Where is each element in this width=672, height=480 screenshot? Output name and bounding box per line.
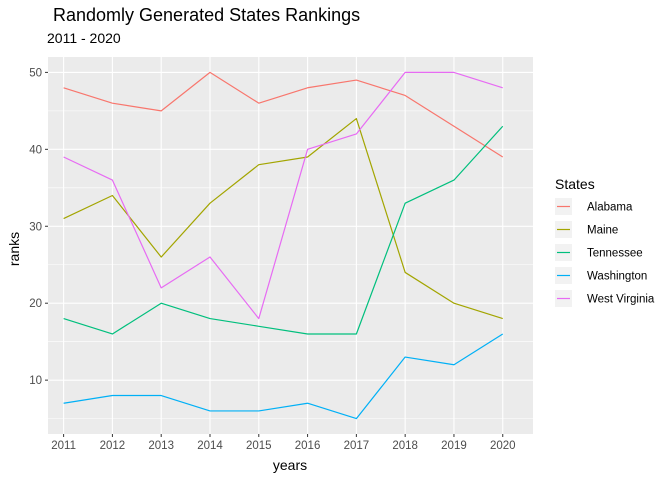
y-tick-label: 20 xyxy=(29,298,42,310)
series-line-tennessee xyxy=(63,125,504,335)
x-tick-label: 2014 xyxy=(197,440,223,452)
x-tick-label: 2020 xyxy=(490,440,516,452)
legend-label: West Virginia xyxy=(587,294,655,306)
y-tick-label: 40 xyxy=(29,144,42,156)
series-line-alabama xyxy=(63,71,504,158)
x-tick-label: 2011 xyxy=(51,440,76,452)
legend-label: Maine xyxy=(587,225,618,237)
x-tick-label: 2015 xyxy=(246,440,272,452)
legend: States Alabama Maine Tennessee Washington We… xyxy=(555,176,655,307)
y-tick-label: 30 xyxy=(29,221,42,233)
chart-subtitle: 2011 - 2020 xyxy=(47,30,121,46)
plot-panel xyxy=(48,57,533,434)
x-tick-label: 2012 xyxy=(100,440,126,452)
series-line-washington xyxy=(63,333,504,420)
x-tick-label: 2017 xyxy=(344,440,370,452)
y-axis-title: ranks xyxy=(6,232,22,266)
legend-title: States xyxy=(555,176,595,192)
major-gridlines xyxy=(48,57,533,434)
x-tick-label: 2018 xyxy=(392,440,418,452)
legend-label: Tennessee xyxy=(587,248,643,260)
series-line-west-virginia xyxy=(63,71,503,320)
x-axis: 2011 2012 2013 2014 2015 2016 2017 2018 2019 2020 xyxy=(51,434,516,452)
x-tick-label: 2016 xyxy=(295,440,321,452)
y-tick-label: 10 xyxy=(29,375,42,387)
legend-label: Alabama xyxy=(587,202,633,214)
x-axis-title: years xyxy=(273,457,307,473)
series-line-maine xyxy=(63,117,503,320)
minor-gridlines xyxy=(48,110,533,419)
legend-label: Washington xyxy=(587,271,647,283)
y-axis: 10 20 30 40 50 xyxy=(29,67,48,387)
x-tick-label: 2019 xyxy=(441,440,467,452)
x-tick-label: 2013 xyxy=(148,440,174,452)
series-lines xyxy=(63,71,504,420)
chart-title: Randomly Generated States Rankings xyxy=(53,5,360,25)
y-tick-label: 50 xyxy=(29,67,42,79)
